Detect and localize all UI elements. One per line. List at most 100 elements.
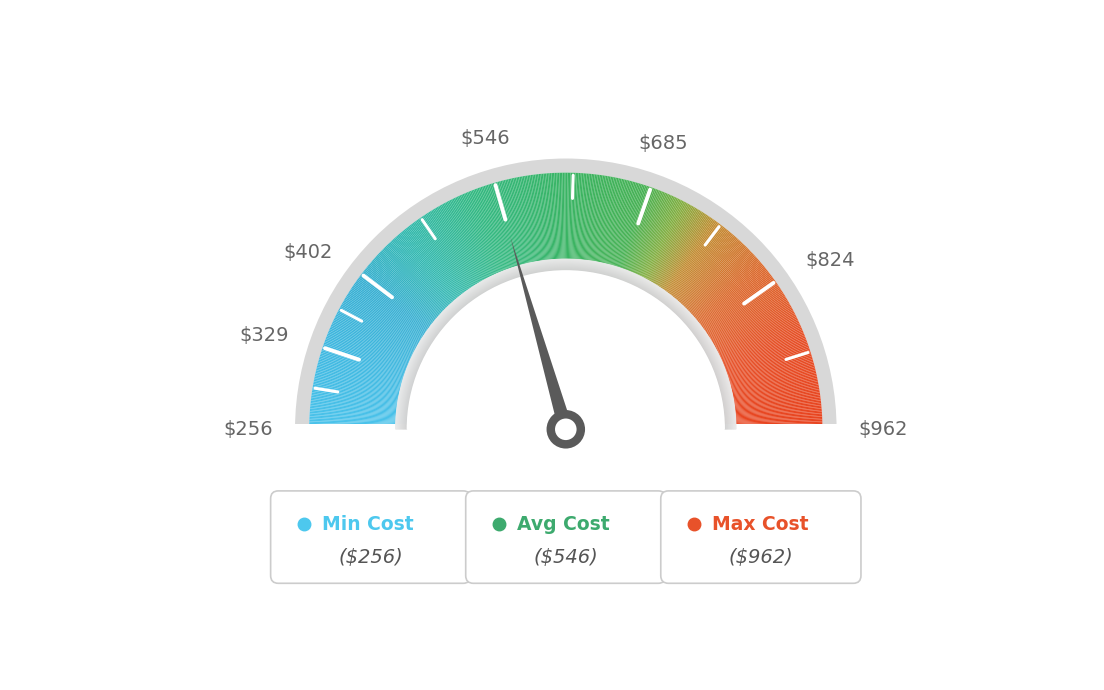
Wedge shape (550, 173, 556, 270)
Wedge shape (375, 256, 448, 322)
Wedge shape (385, 246, 455, 316)
Wedge shape (715, 342, 808, 376)
Wedge shape (368, 264, 444, 328)
Wedge shape (675, 242, 743, 314)
Wedge shape (693, 276, 773, 335)
Text: $546: $546 (460, 129, 510, 148)
Wedge shape (715, 344, 808, 377)
Wedge shape (328, 332, 418, 370)
Wedge shape (319, 356, 413, 385)
Wedge shape (497, 181, 524, 276)
Wedge shape (320, 355, 414, 384)
Wedge shape (669, 235, 734, 309)
Wedge shape (487, 185, 518, 278)
Wedge shape (684, 258, 758, 324)
Wedge shape (656, 218, 713, 299)
Wedge shape (312, 389, 408, 406)
Wedge shape (522, 176, 540, 273)
Wedge shape (309, 428, 406, 429)
Wedge shape (410, 224, 470, 303)
Wedge shape (396, 259, 735, 429)
Wedge shape (329, 329, 420, 368)
Wedge shape (355, 281, 436, 338)
Wedge shape (719, 359, 814, 387)
Wedge shape (714, 339, 807, 375)
Wedge shape (475, 189, 510, 281)
Wedge shape (330, 327, 420, 367)
Wedge shape (581, 174, 592, 271)
Wedge shape (721, 370, 816, 393)
Wedge shape (724, 397, 820, 411)
Wedge shape (397, 235, 463, 309)
Wedge shape (720, 367, 815, 392)
Wedge shape (339, 307, 426, 355)
Wedge shape (318, 359, 413, 387)
Wedge shape (511, 178, 533, 274)
Wedge shape (686, 259, 760, 325)
Wedge shape (712, 327, 802, 367)
Wedge shape (339, 308, 425, 355)
Wedge shape (438, 206, 487, 291)
Wedge shape (463, 194, 502, 284)
Wedge shape (321, 348, 415, 380)
Wedge shape (725, 428, 822, 429)
Wedge shape (622, 189, 657, 281)
Wedge shape (440, 204, 489, 290)
Wedge shape (592, 176, 609, 273)
Wedge shape (507, 179, 530, 275)
Wedge shape (676, 244, 744, 315)
Wedge shape (321, 351, 414, 382)
Wedge shape (551, 173, 558, 270)
Wedge shape (705, 307, 793, 355)
Wedge shape (724, 410, 821, 418)
Wedge shape (310, 408, 407, 417)
Wedge shape (417, 219, 475, 299)
Wedge shape (678, 248, 749, 317)
Wedge shape (473, 190, 509, 281)
Wedge shape (331, 323, 421, 364)
Wedge shape (518, 177, 537, 273)
Wedge shape (712, 329, 803, 368)
Wedge shape (322, 346, 415, 378)
Wedge shape (723, 388, 819, 404)
Wedge shape (719, 356, 813, 385)
Wedge shape (524, 176, 541, 273)
Wedge shape (677, 246, 746, 316)
Wedge shape (643, 204, 691, 290)
Wedge shape (704, 303, 790, 352)
Polygon shape (510, 237, 573, 431)
Wedge shape (354, 282, 435, 339)
Wedge shape (618, 187, 652, 279)
Wedge shape (648, 209, 699, 293)
Wedge shape (344, 299, 428, 349)
Wedge shape (716, 348, 810, 380)
Wedge shape (651, 213, 704, 295)
Wedge shape (570, 172, 574, 270)
Wedge shape (414, 221, 473, 301)
Wedge shape (673, 240, 741, 313)
Wedge shape (625, 191, 664, 282)
Wedge shape (337, 313, 424, 358)
Wedge shape (567, 172, 571, 270)
Wedge shape (316, 372, 411, 395)
Wedge shape (330, 326, 421, 366)
Wedge shape (399, 262, 733, 429)
Wedge shape (295, 159, 837, 429)
Wedge shape (363, 270, 440, 332)
Wedge shape (708, 311, 795, 357)
Wedge shape (434, 208, 485, 293)
Wedge shape (711, 324, 800, 365)
Wedge shape (582, 174, 593, 271)
Wedge shape (406, 228, 467, 305)
Wedge shape (698, 286, 779, 342)
Wedge shape (701, 295, 785, 346)
Wedge shape (325, 339, 417, 375)
Wedge shape (565, 172, 567, 270)
Wedge shape (370, 262, 445, 326)
Wedge shape (633, 197, 675, 285)
Wedge shape (721, 375, 817, 397)
Wedge shape (566, 172, 569, 270)
Wedge shape (379, 253, 450, 320)
Wedge shape (667, 230, 730, 306)
Wedge shape (680, 250, 751, 319)
